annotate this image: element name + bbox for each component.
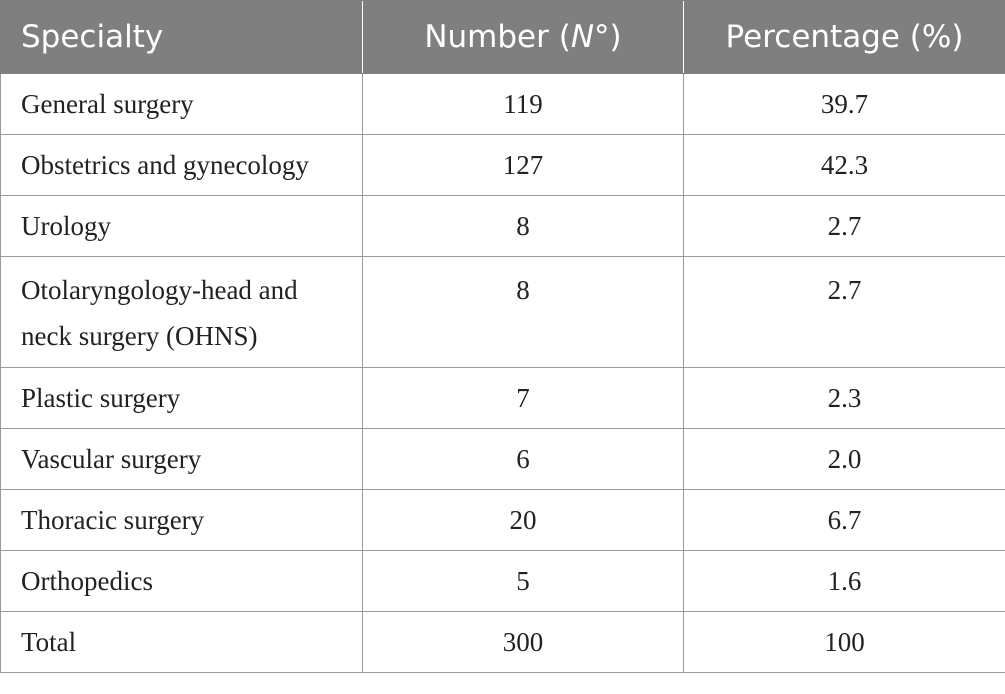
cell-percentage: 39.7 — [683, 73, 1005, 135]
cell-percentage: 42.3 — [683, 134, 1005, 196]
table-row: Orthopedics 5 1.6 — [0, 550, 1005, 612]
cell-percentage: 6.7 — [683, 489, 1005, 551]
cell-number: 8 — [362, 256, 684, 368]
header-number-italic: N — [570, 19, 595, 55]
header-number-prefix: Number ( — [424, 19, 571, 55]
header-number-suffix: °) — [594, 19, 622, 55]
header-number: Number (N°) — [362, 0, 684, 74]
cell-number: 7 — [362, 367, 684, 429]
table-row: Urology 8 2.7 — [0, 195, 1005, 257]
cell-number: 300 — [362, 611, 684, 673]
header-row: Specialty Number (N°) Percentage (%) — [0, 0, 1005, 74]
cell-specialty: Obstetrics and gynecology — [0, 134, 363, 196]
cell-number: 5 — [362, 550, 684, 612]
total-row: Total 300 100 — [0, 611, 1005, 673]
cell-number: 20 — [362, 489, 684, 551]
cell-specialty: General surgery — [0, 73, 363, 135]
cell-percentage: 100 — [683, 611, 1005, 673]
cell-specialty: Orthopedics — [0, 550, 363, 612]
cell-number: 6 — [362, 428, 684, 490]
specialty-table: Specialty Number (N°) Percentage (%) Gen… — [0, 0, 1005, 673]
table-row: Thoracic surgery 20 6.7 — [0, 489, 1005, 551]
table-row: Plastic surgery 7 2.3 — [0, 367, 1005, 429]
cell-specialty: Plastic surgery — [0, 367, 363, 429]
cell-number: 127 — [362, 134, 684, 196]
cell-number: 8 — [362, 195, 684, 257]
table-row: Vascular surgery 6 2.0 — [0, 428, 1005, 490]
cell-percentage: 2.0 — [683, 428, 1005, 490]
cell-percentage: 2.7 — [683, 256, 1005, 368]
cell-number: 119 — [362, 73, 684, 135]
cell-percentage: 2.7 — [683, 195, 1005, 257]
cell-specialty: Total — [0, 611, 363, 673]
cell-specialty: Vascular surgery — [0, 428, 363, 490]
cell-specialty: Otolaryngology-head and neck surgery (OH… — [0, 256, 363, 368]
table-row: General surgery 119 39.7 — [0, 73, 1005, 135]
header-percentage: Percentage (%) — [683, 0, 1005, 74]
table-row: Obstetrics and gynecology 127 42.3 — [0, 134, 1005, 196]
cell-percentage: 1.6 — [683, 550, 1005, 612]
cell-percentage: 2.3 — [683, 367, 1005, 429]
table-row: Otolaryngology-head and neck surgery (OH… — [0, 256, 1005, 368]
cell-specialty: Thoracic surgery — [0, 489, 363, 551]
header-specialty: Specialty — [0, 0, 363, 74]
cell-specialty: Urology — [0, 195, 363, 257]
